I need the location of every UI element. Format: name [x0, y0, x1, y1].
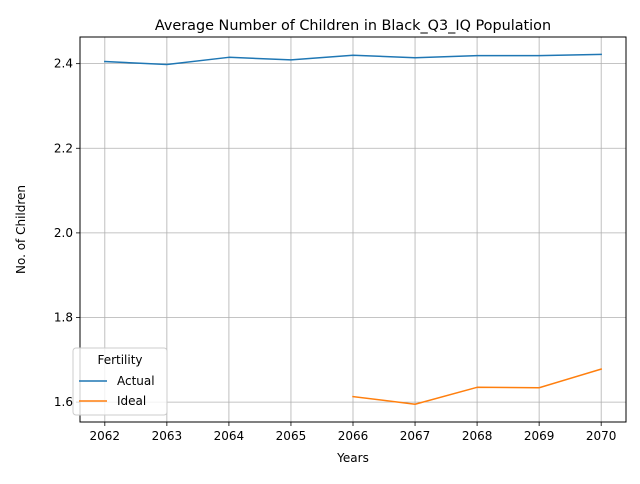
- legend-box: [72, 347, 168, 416]
- series-lines: [104, 53, 603, 405]
- x-axis-label: Years: [336, 451, 369, 465]
- y-tick-label: 1.8: [54, 311, 73, 325]
- legend: Fertility Actual Ideal: [72, 347, 168, 416]
- y-tick-label: 2.4: [54, 57, 73, 71]
- x-tick-label: 2064: [214, 429, 245, 443]
- chart-title: Average Number of Children in Black_Q3_I…: [155, 18, 551, 34]
- y-axis-label: No. of Children: [14, 185, 28, 274]
- legend-title: Fertility: [97, 353, 142, 367]
- x-tick-label: 2063: [152, 429, 183, 443]
- series-line-ideal: [352, 368, 603, 405]
- x-tick-label: 2062: [90, 429, 121, 443]
- grid: [80, 37, 626, 422]
- legend-label-actual: Actual: [117, 374, 155, 388]
- y-tick-label: 2.2: [54, 141, 73, 155]
- x-tick-label: 2068: [462, 429, 493, 443]
- x-tick-label: 2069: [524, 429, 555, 443]
- x-tick-label: 2070: [586, 429, 617, 443]
- x-tick-label: 2067: [400, 429, 431, 443]
- x-tick-label: 2066: [338, 429, 369, 443]
- y-axis-ticks: 1.6 1.8 2.0 2.2 2.4: [54, 57, 80, 409]
- x-axis-ticks: 2062 2063 2064 2065 2066 2067 2068 2069 2070: [90, 422, 617, 443]
- y-tick-label: 2.0: [54, 226, 73, 240]
- y-tick-label: 1.6: [54, 395, 73, 409]
- x-tick-label: 2065: [276, 429, 307, 443]
- series-line-actual: [104, 53, 602, 66]
- legend-label-ideal: Ideal: [117, 394, 146, 408]
